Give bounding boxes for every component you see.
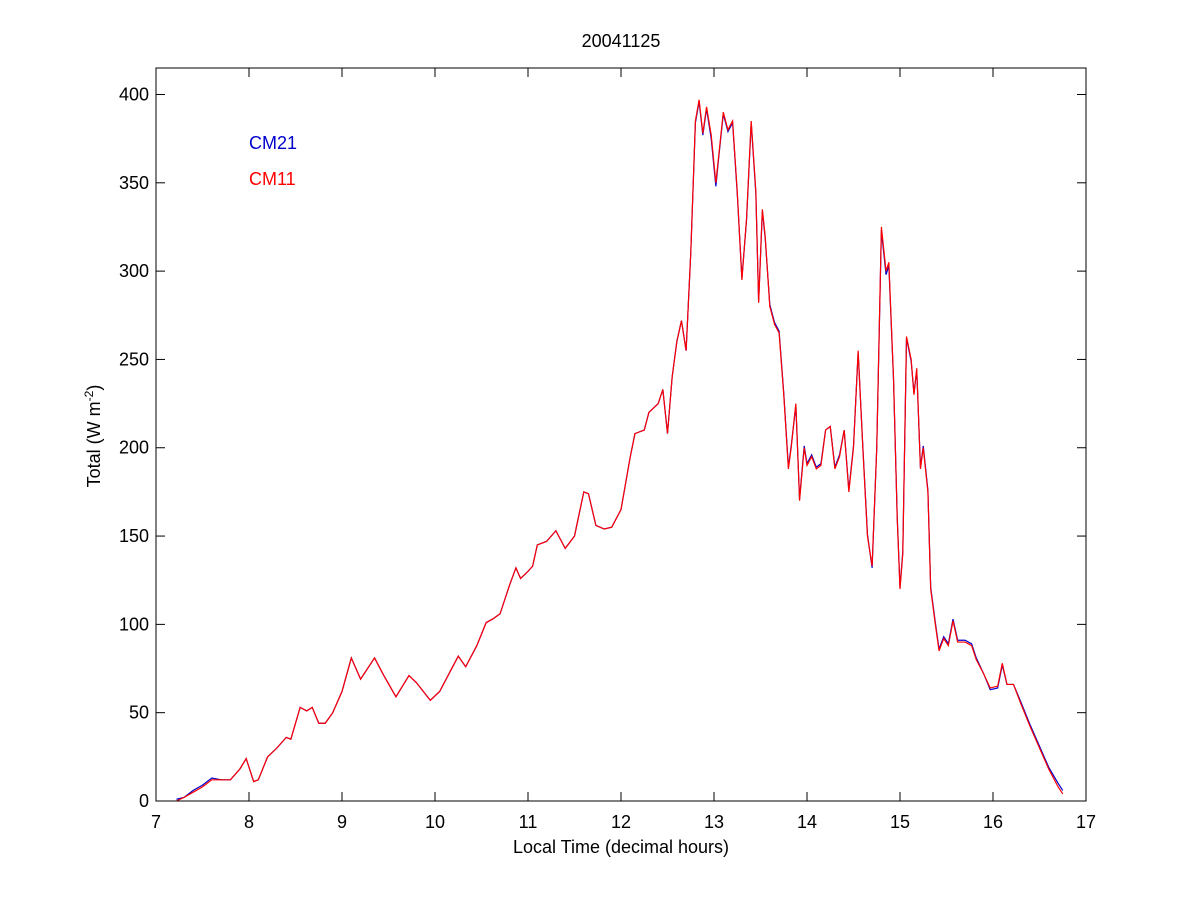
x-tick-label: 11 [519, 812, 538, 832]
y-tick-label: 350 [119, 173, 149, 193]
x-tick-label: 17 [1076, 812, 1096, 832]
x-tick-label: 10 [425, 812, 445, 832]
y-tick-label: 300 [119, 261, 149, 281]
x-tick-label: 12 [611, 812, 631, 832]
x-tick-label: 7 [151, 812, 161, 832]
legend-entry: CM11 [249, 169, 296, 189]
chart-title: 20041125 [582, 31, 661, 51]
y-tick-label: 200 [119, 438, 149, 458]
x-axis-label: Local Time (decimal hours) [513, 837, 729, 857]
y-tick-label: 250 [119, 349, 149, 369]
x-tick-label: 14 [797, 812, 817, 832]
y-tick-label: 150 [119, 526, 149, 546]
y-tick-label: 100 [119, 614, 149, 634]
plot-area [156, 68, 1086, 801]
legend-entry: CM21 [249, 133, 297, 153]
y-axis-label: Total (W m-2) [82, 385, 104, 488]
y-label-sup: -2 [82, 390, 96, 401]
x-tick-label: 9 [337, 812, 347, 832]
y-tick-label: 400 [119, 84, 149, 104]
x-tick-label: 13 [704, 812, 724, 832]
x-tick-label: 16 [983, 812, 1003, 832]
y-label-text: Total (W m [84, 401, 104, 487]
y-tick-label: 50 [129, 703, 149, 723]
axes-box [155, 67, 1087, 802]
series-line [176, 99, 1064, 802]
x-tick-label: 15 [890, 812, 910, 832]
y-tick-label: 0 [139, 791, 149, 811]
y-label-end: ) [84, 385, 104, 391]
x-tick-label: 8 [244, 812, 254, 832]
